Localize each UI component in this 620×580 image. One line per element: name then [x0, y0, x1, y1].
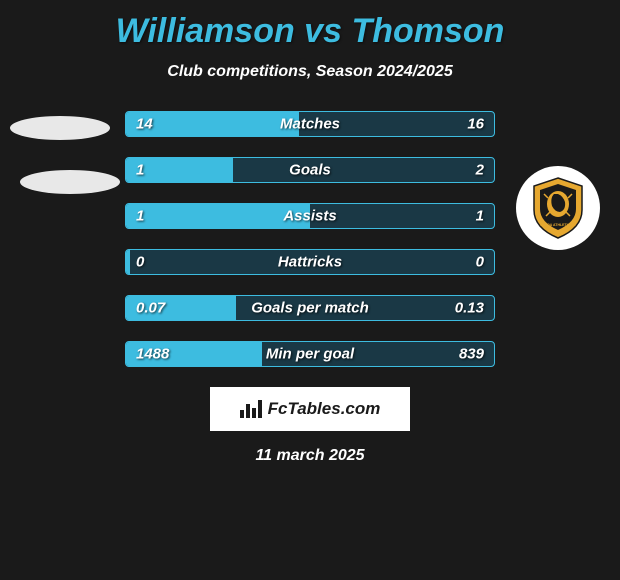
stat-bar: 14 Matches 16 — [125, 111, 495, 137]
stat-label: Assists — [283, 208, 336, 225]
stat-bar: 0.07 Goals per match 0.13 — [125, 295, 495, 321]
footer-brand-badge: FcTables.com — [210, 387, 410, 431]
left-player-placeholder — [10, 116, 120, 224]
stat-value-left: 0 — [136, 254, 144, 271]
stat-label: Goals — [289, 162, 331, 179]
date-text: 11 march 2025 — [0, 447, 620, 465]
bar-fill — [126, 250, 130, 274]
stat-value-left: 1 — [136, 208, 144, 225]
bar-chart-icon — [240, 400, 262, 418]
stats-bars: 14 Matches 16 1 Goals 2 1 Assists 1 0 Hattricks 0 0.… — [125, 111, 495, 367]
stat-value-right: 839 — [459, 346, 484, 363]
stat-value-left: 0.07 — [136, 300, 165, 317]
footer-brand-text: FcTables.com — [268, 399, 381, 419]
stat-value-left: 1488 — [136, 346, 169, 363]
stat-bar: 0 Hattricks 0 — [125, 249, 495, 275]
stat-bar: 1 Goals 2 — [125, 157, 495, 183]
stat-bar: 1 Assists 1 — [125, 203, 495, 229]
alloa-badge-icon: ALLOA ATHLETIC FC — [530, 176, 586, 240]
right-club-badge: ALLOA ATHLETIC FC — [516, 166, 600, 250]
stat-value-right: 0.13 — [455, 300, 484, 317]
stat-value-right: 1 — [476, 208, 484, 225]
stat-label: Min per goal — [266, 346, 354, 363]
chart-area: ALLOA ATHLETIC FC 14 Matches 16 1 Goals 2 1 Ass… — [0, 111, 620, 367]
ellipse-shape — [20, 170, 120, 194]
svg-text:ALLOA ATHLETIC FC: ALLOA ATHLETIC FC — [540, 223, 576, 227]
stat-value-right: 0 — [476, 254, 484, 271]
page-title: Williamson vs Thomson — [0, 0, 620, 51]
ellipse-shape — [10, 116, 110, 140]
stat-value-left: 1 — [136, 162, 144, 179]
stat-value-left: 14 — [136, 116, 153, 133]
subtitle: Club competitions, Season 2024/2025 — [0, 63, 620, 81]
stat-label: Hattricks — [278, 254, 342, 271]
stat-label: Matches — [280, 116, 340, 133]
stat-value-right: 16 — [467, 116, 484, 133]
stat-bar: 1488 Min per goal 839 — [125, 341, 495, 367]
club-badge-circle: ALLOA ATHLETIC FC — [516, 166, 600, 250]
stat-label: Goals per match — [251, 300, 369, 317]
stat-value-right: 2 — [476, 162, 484, 179]
